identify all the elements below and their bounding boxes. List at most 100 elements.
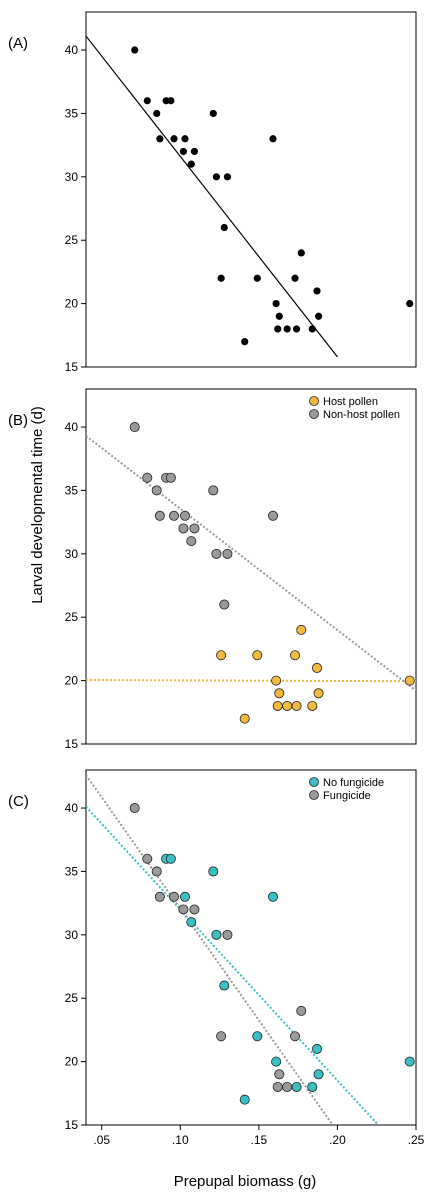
y-tick-label: 20 (65, 1055, 79, 1069)
trend-line (86, 35, 338, 358)
data-point (267, 891, 278, 902)
data-point (282, 1081, 293, 1092)
data-point (189, 523, 200, 534)
data-point (282, 700, 293, 711)
x-tick-label: .10 (172, 1133, 189, 1147)
data-point (186, 536, 197, 547)
y-tick-label: 25 (65, 991, 79, 1005)
data-point (314, 312, 323, 320)
data-point (168, 510, 179, 521)
plot-frame (85, 11, 417, 368)
data-point (269, 135, 277, 143)
data-point (186, 917, 197, 928)
data-point (239, 713, 250, 724)
trend-line (86, 774, 334, 1125)
data-point (219, 980, 230, 991)
panel-label: (A) (8, 35, 28, 52)
legend-marker (309, 777, 319, 787)
data-point (274, 688, 285, 699)
legend-marker (309, 396, 319, 406)
data-point (239, 1094, 250, 1105)
data-point (307, 1081, 318, 1092)
y-tick-label: 15 (65, 1118, 79, 1132)
data-point (151, 866, 162, 877)
data-point (311, 1043, 322, 1054)
data-point (154, 891, 165, 902)
data-point (190, 147, 199, 156)
plot-area (86, 774, 415, 1125)
data-point (313, 287, 321, 295)
data-point (211, 929, 222, 940)
x-tick-label: .15 (251, 1133, 268, 1147)
data-point (151, 485, 162, 496)
plot-area (86, 422, 416, 724)
x-tick-label: .05 (93, 1133, 110, 1147)
legend-label: Host pollen (323, 396, 378, 408)
x-tick-label: .25 (408, 1133, 425, 1147)
data-point (217, 274, 225, 282)
panel-label: (C) (8, 793, 29, 810)
data-point (404, 675, 415, 686)
y-tick-label: 25 (65, 610, 79, 624)
data-point (219, 599, 230, 610)
data-point (267, 510, 278, 521)
data-point (129, 422, 140, 433)
data-point (291, 1081, 302, 1092)
data-point (272, 700, 283, 711)
data-point (289, 650, 300, 661)
data-point (271, 1056, 282, 1067)
data-point (178, 904, 189, 915)
data-point (222, 929, 233, 940)
data-point (311, 662, 322, 673)
data-point (216, 650, 227, 661)
data-point (154, 510, 165, 521)
y-tick-label: 35 (65, 864, 79, 878)
plot-frame (85, 388, 417, 745)
y-tick-label: 30 (65, 928, 79, 942)
y-axis-title: Larval developmental time (d) (29, 406, 46, 604)
data-point (292, 325, 301, 333)
data-point (142, 472, 153, 483)
data-point (216, 1031, 227, 1042)
legend-label: No fungicide (323, 777, 384, 789)
data-point (222, 548, 233, 559)
panel-3: (C) 15 20 25 30 35 40 .05 .10 .15 .20 .25 No fungici… (8, 769, 425, 1147)
plot-frame (85, 769, 417, 1126)
data-point (165, 853, 176, 864)
y-tick-label: 20 (65, 297, 79, 311)
data-point (209, 109, 217, 118)
plot-area (86, 35, 414, 358)
data-point (220, 223, 228, 232)
data-point (307, 700, 318, 711)
panel-label: (B) (8, 412, 28, 429)
data-point (404, 1056, 415, 1067)
trend-line (86, 806, 380, 1125)
data-point (275, 312, 283, 320)
x-tick-label: .20 (329, 1133, 346, 1147)
data-point (131, 46, 139, 54)
data-point (212, 173, 221, 181)
data-point (274, 325, 282, 333)
panel-1: (A) 15 20 25 30 35 40 (8, 11, 417, 374)
legend-marker (309, 409, 319, 419)
data-point (187, 160, 195, 168)
data-point (211, 548, 222, 559)
data-point (291, 700, 302, 711)
y-tick-label: 15 (65, 737, 79, 751)
y-tick-label: 15 (65, 360, 79, 374)
data-point (406, 300, 414, 308)
data-point (274, 1069, 285, 1080)
legend-label: Fungicide (323, 790, 371, 802)
data-point (156, 135, 164, 143)
data-point (178, 523, 189, 534)
y-tick-label: 20 (65, 674, 79, 688)
data-point (296, 1005, 307, 1016)
y-tick-label: 40 (65, 801, 79, 815)
x-axis-title: Prepupal biomass (g) (174, 1173, 317, 1190)
data-point (179, 147, 188, 156)
data-point (253, 274, 261, 282)
y-tick-label: 40 (65, 420, 79, 434)
data-point (179, 891, 190, 902)
data-point (208, 485, 219, 496)
